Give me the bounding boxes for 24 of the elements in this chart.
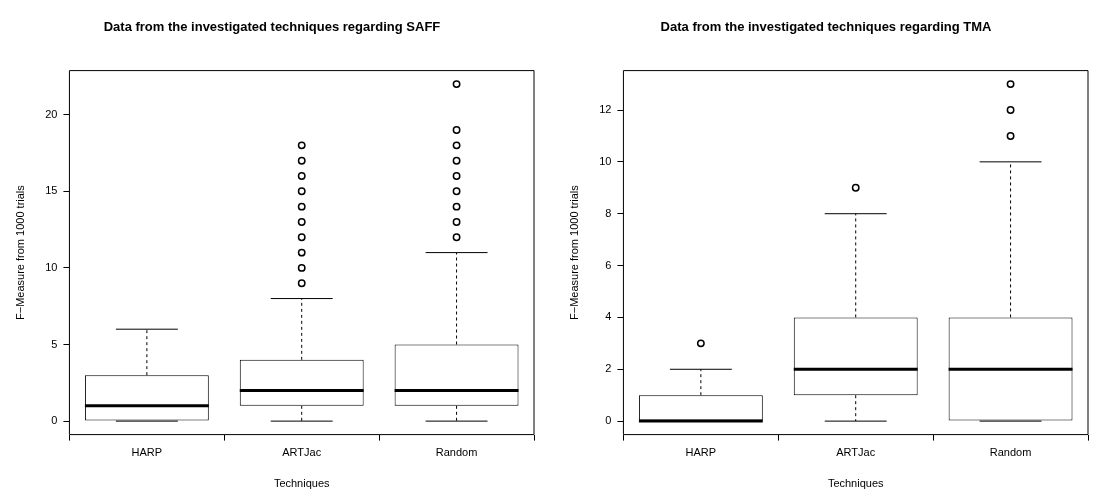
y-tick-label: 0 [51,414,58,427]
x-tick-label: HARP [685,446,717,459]
y-tick-label: 20 [45,107,58,120]
y-tick-label: 6 [605,258,612,271]
y-tick-label: 15 [45,184,58,197]
x-axis-title: Techniques [827,477,885,490]
y-tick-label: 8 [605,206,612,219]
y-tick-label: 10 [45,260,58,273]
x-tick-label: Random [435,446,478,459]
y-tick-label: 12 [599,103,612,116]
x-tick-label: ARTJac [836,446,876,459]
y-tick-label: 10 [599,154,612,167]
x-axis-title: Techniques [273,477,331,490]
x-tick-label: HARP [131,446,163,459]
chart-title: Data from the investigated techniques regarding TMA [660,19,993,35]
y-tick-label: 0 [605,414,612,427]
y-tick-label: 2 [605,362,612,375]
x-tick-label: Random [989,446,1032,459]
y-tick-label: 4 [605,310,612,323]
x-tick-label: ARTJac [282,446,322,459]
y-axis-title: F−Measure from 1000 trials [567,184,580,321]
y-tick-label: 5 [51,337,58,350]
chart-title: Data from the investigated techniques regarding SAFF [103,19,441,35]
y-axis-title: F−Measure from 1000 trials [13,184,26,321]
